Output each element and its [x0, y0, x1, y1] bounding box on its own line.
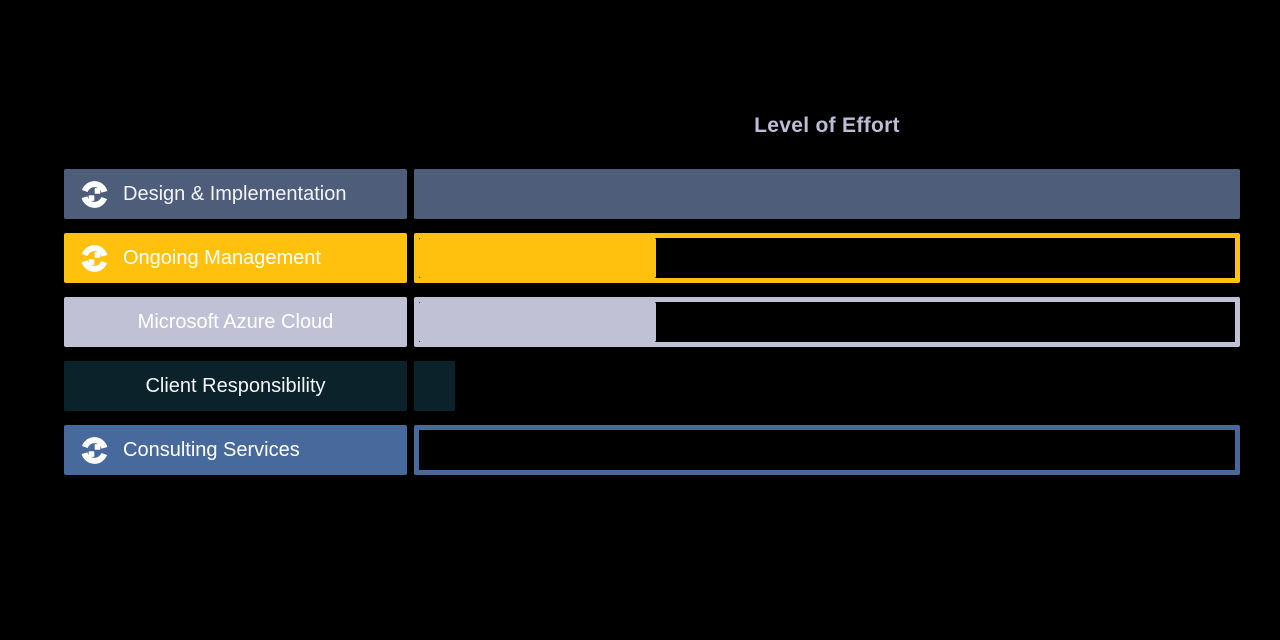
bar-track: [414, 425, 1240, 475]
bar-fill: [414, 169, 1240, 219]
brand-ring-icon: [79, 179, 110, 210]
bar-track: [414, 297, 1240, 347]
bar-fill: [414, 361, 456, 411]
chart-title: Level of Effort: [754, 114, 900, 137]
category-label-text: Microsoft Azure Cloud: [137, 310, 334, 333]
category-label: Design & Implementation: [64, 169, 407, 219]
bar-fill: [419, 238, 656, 278]
category-label: Ongoing Management: [64, 233, 407, 283]
brand-ring-icon: [79, 243, 110, 274]
level-of-effort-chart: Design & Implementation Ongoing Manageme…: [64, 169, 1240, 489]
chart-row: Microsoft Azure Cloud: [64, 297, 1240, 347]
chart-row: Design & Implementation: [64, 169, 1240, 219]
bar-fill: [419, 302, 656, 342]
category-label: Client Responsibility: [64, 361, 407, 411]
category-label: Microsoft Azure Cloud: [64, 297, 407, 347]
bar-track: [414, 169, 1240, 219]
category-label-text: Consulting Services: [123, 438, 300, 461]
bar-track: [414, 233, 1240, 283]
brand-ring-icon: [79, 435, 110, 466]
bar-track: [414, 361, 1240, 411]
category-label: Consulting Services: [64, 425, 407, 475]
chart-row: Consulting Services: [64, 425, 1240, 475]
category-label-text: Ongoing Management: [123, 246, 321, 269]
category-label-text: Design & Implementation: [123, 182, 347, 205]
chart-row: Client Responsibility: [64, 361, 1240, 411]
category-label-text: Client Responsibility: [145, 374, 326, 397]
chart-row: Ongoing Management: [64, 233, 1240, 283]
